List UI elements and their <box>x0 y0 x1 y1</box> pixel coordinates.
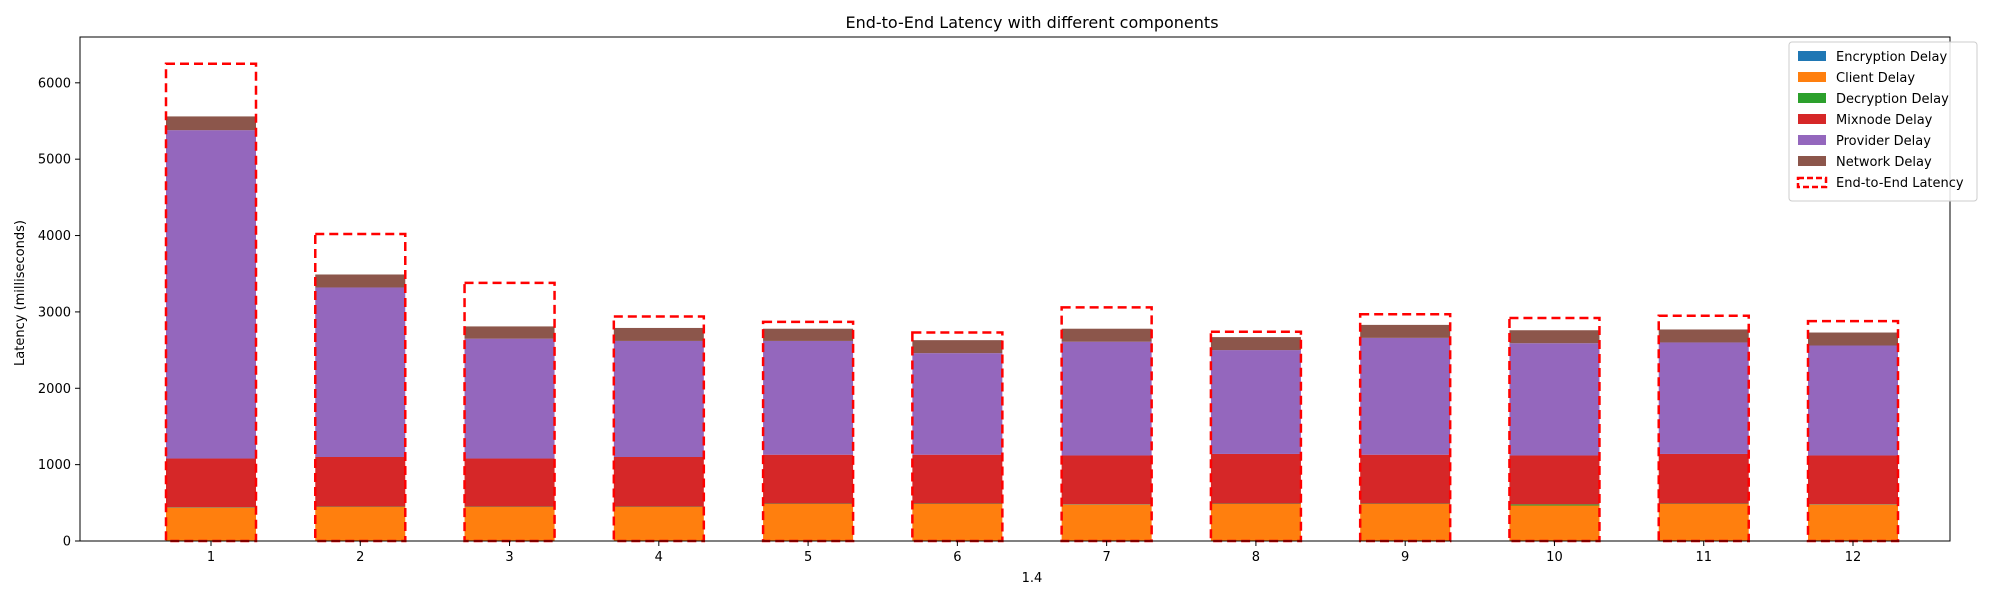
legend-swatch-mixnode-delay <box>1798 114 1826 124</box>
bar-segment-network-delay-10 <box>1509 330 1599 343</box>
bar-segment-client-delay-11 <box>1659 504 1749 541</box>
bar-segment-client-delay-9 <box>1360 504 1450 541</box>
bar-segment-provider-delay-7 <box>1062 342 1152 456</box>
bar-segment-network-delay-2 <box>315 274 405 287</box>
legend-label-encryption-delay: Encryption Delay <box>1836 50 1948 65</box>
y-tick-label-1000: 1000 <box>38 458 71 473</box>
legend-label-mixnode-delay: Mixnode Delay <box>1836 113 1933 128</box>
legend-swatch-provider-delay <box>1798 135 1826 145</box>
bar-segment-client-delay-2 <box>315 507 405 541</box>
bar-segment-network-delay-9 <box>1360 325 1450 338</box>
legend-label-provider-delay: Provider Delay <box>1836 134 1931 149</box>
chart-title: End-to-End Latency with different compon… <box>845 13 1218 32</box>
x-tick-label-2: 2 <box>356 550 364 565</box>
bar-segment-mixnode-delay-6 <box>912 455 1002 504</box>
legend-label-network-delay: Network Delay <box>1836 155 1932 170</box>
x-tick-label-1: 1 <box>207 550 215 565</box>
bar-segment-mixnode-delay-8 <box>1211 454 1301 504</box>
bar-segment-network-delay-6 <box>912 340 1002 353</box>
bar-segment-mixnode-delay-11 <box>1659 454 1749 504</box>
bar-segment-client-delay-4 <box>614 507 704 541</box>
bar-segment-client-delay-3 <box>465 507 555 541</box>
bar-segment-client-delay-8 <box>1211 504 1301 541</box>
bar-segment-mixnode-delay-10 <box>1509 455 1599 504</box>
x-tick-label-9: 9 <box>1401 550 1409 565</box>
bar-segment-provider-delay-6 <box>912 353 1002 455</box>
y-tick-label-6000: 6000 <box>38 76 71 91</box>
x-tick-label-12: 12 <box>1845 550 1862 565</box>
bar-segment-provider-delay-8 <box>1211 350 1301 454</box>
bar-segment-provider-delay-4 <box>614 341 704 457</box>
bar-segment-client-delay-12 <box>1808 505 1898 541</box>
bar-segment-network-delay-8 <box>1211 337 1301 350</box>
x-tick-label-8: 8 <box>1252 550 1260 565</box>
bar-segment-network-delay-5 <box>763 329 853 341</box>
y-tick-label-5000: 5000 <box>38 153 71 168</box>
legend-label-client-delay: Client Delay <box>1836 71 1915 86</box>
bar-segment-mixnode-delay-12 <box>1808 455 1898 504</box>
bar-segment-client-delay-1 <box>166 508 256 541</box>
bar-segment-client-delay-10 <box>1509 505 1599 540</box>
bar-segment-client-delay-6 <box>912 504 1002 541</box>
x-tick-label-11: 11 <box>1695 550 1712 565</box>
bar-segment-mixnode-delay-2 <box>315 457 405 507</box>
bar-segment-network-delay-12 <box>1808 333 1898 346</box>
bar-segment-provider-delay-11 <box>1659 342 1749 453</box>
y-tick-label-2000: 2000 <box>38 382 71 397</box>
bar-segment-mixnode-delay-1 <box>166 459 256 508</box>
y-tick-label-0: 0 <box>63 535 71 550</box>
x-tick-label-3: 3 <box>505 550 513 565</box>
x-tick-label-4: 4 <box>655 550 663 565</box>
bar-segment-decryption-delay-10 <box>1509 504 1599 505</box>
legend: Encryption Delay Client Delay Decryption D… <box>1789 42 1977 201</box>
bar-segment-mixnode-delay-3 <box>465 459 555 507</box>
y-tick-label-4000: 4000 <box>38 229 71 244</box>
legend-swatch-client-delay <box>1798 72 1826 82</box>
bar-segment-mixnode-delay-9 <box>1360 455 1450 504</box>
bar-segment-provider-delay-10 <box>1509 343 1599 455</box>
bar-segment-provider-delay-1 <box>166 130 256 458</box>
bar-segment-network-delay-1 <box>166 116 256 130</box>
bar-segment-client-delay-7 <box>1062 505 1152 541</box>
bar-segment-mixnode-delay-5 <box>763 455 853 504</box>
bar-segment-provider-delay-3 <box>465 339 555 459</box>
legend-swatch-network-delay <box>1798 156 1826 166</box>
bar-segment-network-delay-7 <box>1062 329 1152 342</box>
bar-segment-provider-delay-2 <box>315 287 405 457</box>
legend-swatch-decryption-delay <box>1798 93 1826 103</box>
bar-segment-provider-delay-5 <box>763 341 853 455</box>
bar-segment-network-delay-3 <box>465 326 555 338</box>
bar-segment-provider-delay-9 <box>1360 338 1450 455</box>
legend-label-decryption-delay: Decryption Delay <box>1836 92 1949 107</box>
x-tick-label-6: 6 <box>953 550 961 565</box>
legend-label-end-to-end-latency: End-to-End Latency <box>1836 176 1964 191</box>
x-axis-label: 1.4 <box>1022 571 1043 586</box>
bar-segment-network-delay-11 <box>1659 329 1749 342</box>
legend-swatch-encryption-delay <box>1798 51 1826 61</box>
bar-segment-mixnode-delay-4 <box>614 457 704 507</box>
x-tick-label-10: 10 <box>1546 550 1563 565</box>
y-tick-label-3000: 3000 <box>38 305 71 320</box>
y-axis-label: Latency (milliseconds) <box>13 220 28 366</box>
x-tick-label-5: 5 <box>804 550 812 565</box>
x-tick-label-7: 7 <box>1102 550 1110 565</box>
bar-segment-network-delay-4 <box>614 328 704 341</box>
bar-segment-client-delay-5 <box>763 504 853 541</box>
bar-segment-provider-delay-12 <box>1808 346 1898 456</box>
bar-segment-mixnode-delay-7 <box>1062 455 1152 504</box>
